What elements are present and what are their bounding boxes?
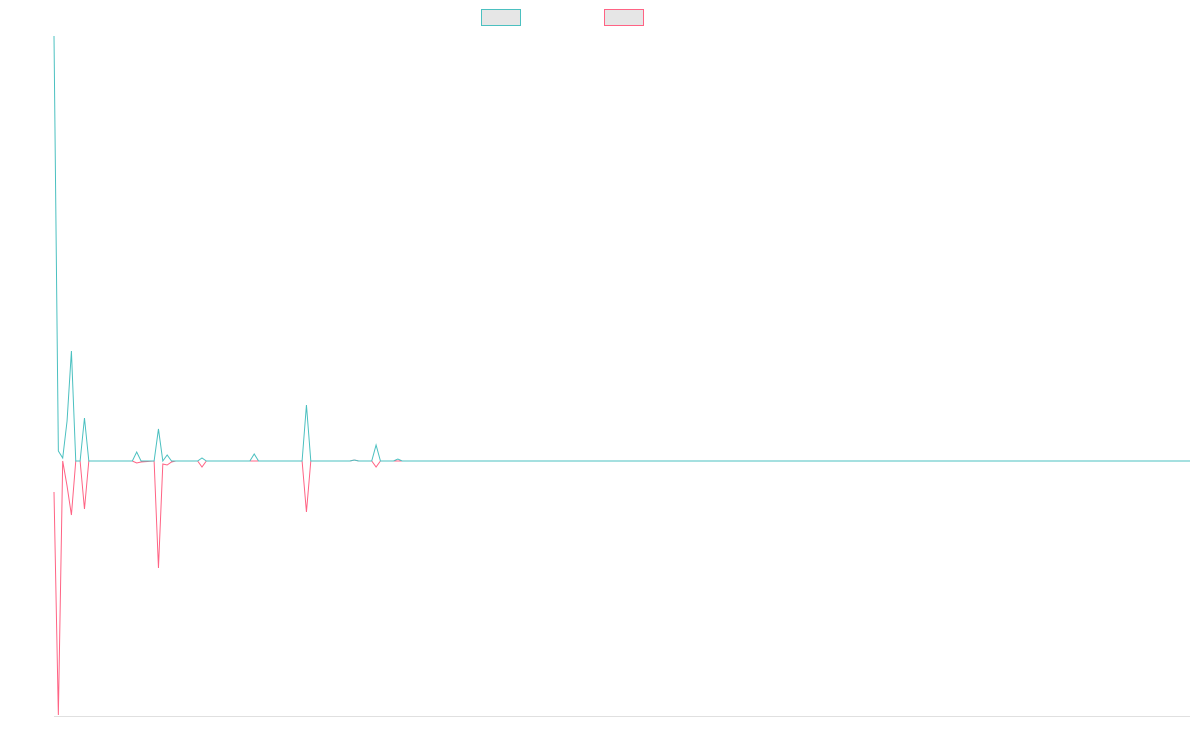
legend-swatch[interactable]: [604, 9, 644, 26]
series-line: [53, 35, 1190, 463]
series-line: [53, 459, 1190, 716]
legend-swatch[interactable]: [481, 9, 521, 26]
